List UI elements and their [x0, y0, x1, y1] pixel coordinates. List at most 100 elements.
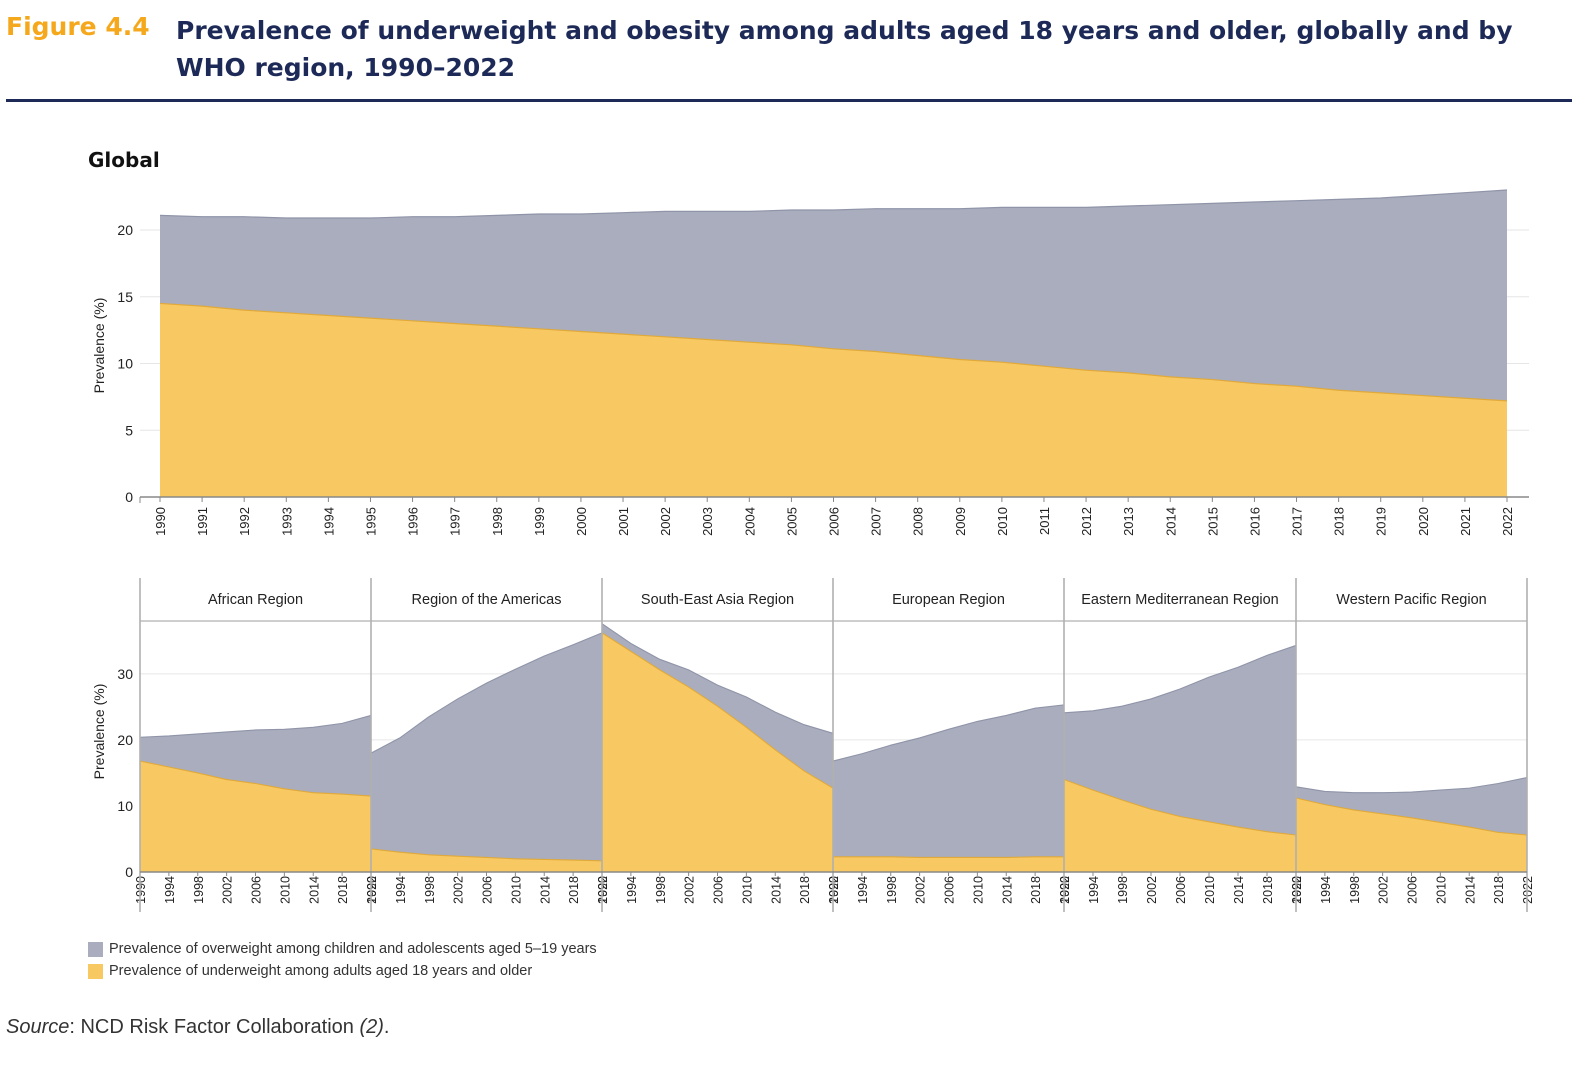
global-area-overweight: [160, 190, 1507, 401]
regional-x-tick-label: 2014: [769, 876, 783, 904]
regional-x-tick-label: 2002: [1145, 876, 1159, 904]
legend: Prevalence of overweight among children …: [88, 938, 597, 982]
regional-x-tick-label: 2010: [1203, 876, 1217, 904]
global-x-tick-label: 2008: [911, 507, 926, 536]
global-y-tick-label: 10: [117, 356, 133, 372]
global-x-tick-label: 2012: [1079, 507, 1094, 536]
panel-title-eastern-mediterranean-region: Eastern Mediterranean Region: [1081, 592, 1278, 608]
regional-x-tick-label: 2018: [336, 876, 350, 904]
global-overweight-edge: [159, 189, 1508, 219]
regional-x-tick-label: 1998: [1116, 876, 1130, 904]
global-x-tick-label: 2005: [784, 507, 799, 536]
edge-overweight-european-region: [832, 704, 1065, 762]
panel-title-south-east-asia-region: South-East Asia Region: [641, 592, 794, 608]
edge-overweight-eastern-mediterranean-region: [1063, 644, 1297, 714]
figure-label: Figure 4.4: [6, 12, 150, 41]
regional-x-tick-label: 1990: [827, 876, 841, 904]
panel-title-european-region: European Region: [892, 592, 1005, 608]
legend-label-underweight: Prevalence of underweight among adults a…: [109, 963, 533, 979]
regional-x-tick-label: 2006: [250, 876, 264, 904]
regional-x-tick-label: 2018: [567, 876, 581, 904]
regional-x-tick-label: 1998: [1348, 876, 1362, 904]
regional-x-tick-label: 2006: [481, 876, 495, 904]
regional-x-tick-label: 2002: [683, 876, 697, 904]
global-y-tick-label: 20: [117, 222, 133, 238]
global-x-tick-label: 2000: [574, 507, 589, 536]
regional-x-tick-label: 2022: [596, 876, 610, 904]
regional-x-tick-label: 2006: [1174, 876, 1188, 904]
regional-x-tick-label: 1990: [365, 876, 379, 904]
regional-x-tick-label: 2018: [1492, 876, 1506, 904]
global-underweight-edge: [159, 302, 1508, 402]
regional-x-tick-label: 2002: [452, 876, 466, 904]
regional-x-tick-label: 2018: [1261, 876, 1275, 904]
regional-x-tick-label: 2002: [914, 876, 928, 904]
figure-title: Prevalence of underweight and obesity am…: [176, 16, 1513, 82]
global-x-tick-label: 2013: [1121, 507, 1136, 536]
global-y-tick-label: 5: [125, 422, 133, 438]
edge-underweight-african-region: [139, 760, 372, 797]
regional-x-tick-label: 2002: [221, 876, 235, 904]
regional-x-tick-label: 2014: [538, 876, 552, 904]
regional-x-tick-label: 2010: [971, 876, 985, 904]
area-overweight-european-region: [833, 704, 1064, 858]
regional-x-tick-label: 2002: [1377, 876, 1391, 904]
source-ref: (2): [359, 1016, 384, 1038]
regional-x-tick-label: 1994: [1087, 876, 1101, 904]
global-x-tick-label: 1991: [195, 507, 210, 536]
edge-overweight-south-east-asia-region: [601, 623, 834, 734]
legend-swatch-underweight: [88, 963, 103, 979]
regional-x-tick-label: 1998: [654, 876, 668, 904]
global-x-tick-label: 1999: [532, 507, 547, 536]
regional-x-tick-label: 2006: [1406, 876, 1420, 904]
global-x-tick-label: 2003: [700, 507, 715, 536]
global-x-tick-label: 2021: [1458, 507, 1473, 536]
edge-overweight-african-region: [139, 714, 372, 738]
panel-title-region-of-the-americas: Region of the Americas: [412, 592, 562, 608]
regional-y-tick-label: 30: [117, 666, 133, 682]
header-rule: [6, 99, 1572, 102]
regional-x-tick-label: 1990: [1058, 876, 1072, 904]
area-underweight-eastern-mediterranean-region: [1064, 779, 1296, 872]
regional-x-tick-label: 1990: [1290, 876, 1304, 904]
global-x-tick-label: 1994: [321, 507, 336, 536]
source-label: Source: [6, 1016, 70, 1038]
edge-underweight-eastern-mediterranean-region: [1063, 779, 1297, 836]
global-x-tick-label: 2018: [1332, 507, 1347, 536]
regional-x-tick-label: 1994: [856, 876, 870, 904]
source-text: : NCD Risk Factor Collaboration: [69, 1016, 360, 1038]
global-x-tick-label: 2017: [1290, 507, 1305, 536]
edge-underweight-western-pacific-region: [1295, 797, 1528, 836]
global-x-tick-label: 2010: [995, 507, 1010, 536]
area-overweight-region-of-the-americas: [371, 632, 602, 861]
global-x-tick-label: 2001: [616, 507, 631, 536]
legend-swatch-overweight: [88, 941, 103, 957]
area-underweight-region-of-the-americas: [371, 848, 602, 872]
global-x-tick-label: 2020: [1416, 507, 1431, 536]
regional-x-tick-label: 2022: [1290, 876, 1304, 904]
regional-x-tick-label: 2010: [278, 876, 292, 904]
global-x-tick-label: 2006: [827, 507, 842, 536]
regional-x-tick-label: 2014: [1463, 876, 1477, 904]
global-x-tick-label: 2015: [1205, 507, 1220, 536]
area-underweight-western-pacific-region: [1296, 798, 1527, 872]
regional-x-tick-label: 2010: [740, 876, 754, 904]
global-x-tick-label: 1998: [490, 507, 505, 536]
panel-title-western-pacific-region: Western Pacific Region: [1336, 592, 1486, 608]
legend-item-overweight: Prevalence of overweight among children …: [88, 938, 597, 960]
global-x-tick-label: 2022: [1500, 507, 1515, 536]
panel-title-african-region: African Region: [208, 592, 303, 608]
regional-x-tick-label: 2006: [712, 876, 726, 904]
regional-x-tick-label: 2010: [1434, 876, 1448, 904]
global-x-tick-label: 2004: [742, 507, 757, 536]
edge-underweight-european-region: [833, 856, 1064, 859]
regional-y-tick-label: 10: [117, 798, 133, 814]
global-x-tick-label: 1997: [448, 507, 463, 536]
regional-x-tick-label: 2014: [1232, 876, 1246, 904]
global-x-tick-label: 2002: [658, 507, 673, 536]
area-underweight-south-east-asia-region: [602, 632, 833, 872]
area-overweight-african-region: [140, 715, 371, 797]
area-underweight-european-region: [833, 856, 1064, 872]
edge-underweight-region-of-the-americas: [370, 848, 603, 862]
